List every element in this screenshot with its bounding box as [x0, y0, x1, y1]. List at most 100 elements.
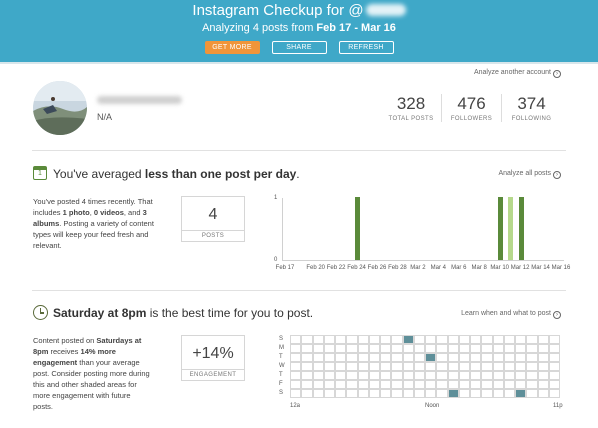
heatmap-cell	[312, 335, 324, 344]
frequency-headline: You've averaged less than one post per d…	[53, 167, 300, 181]
heatmap-cell	[290, 371, 302, 380]
heatmap-cell	[447, 353, 459, 362]
x-tick-label: Feb 22	[326, 265, 346, 271]
heatmap-cell	[290, 353, 302, 362]
chart-bar	[355, 197, 361, 260]
y-tick-1: 1	[274, 195, 278, 201]
heatmap-cell	[368, 344, 380, 353]
heatmap-cell	[526, 353, 538, 362]
posts-count-box: 4 POSTS	[181, 196, 245, 242]
analysis-subtitle: Analyzing 4 posts from Feb 17 - Mar 16	[202, 22, 396, 34]
heatmap-cell	[503, 344, 515, 353]
heatmap-cell	[290, 362, 302, 371]
chart-bar	[508, 197, 514, 260]
heatmap-cell	[515, 371, 527, 380]
heatmap-cell	[470, 380, 482, 389]
heatmap-cell	[301, 389, 313, 398]
y-tick-0: 0	[274, 257, 278, 263]
heatmap-cell	[312, 362, 324, 371]
heatmap-cell	[470, 335, 482, 344]
heatmap-cell	[548, 335, 560, 344]
heatmap-cell	[537, 389, 549, 398]
x-tick-label: Mar 2	[410, 265, 426, 271]
heatmap-cell	[413, 344, 425, 353]
heatmap-row	[290, 353, 560, 362]
heatmap-day-label: S	[279, 390, 284, 396]
stat-followers: 476 FOLLOWERS	[441, 94, 501, 122]
heatmap-cell	[380, 344, 392, 353]
heatmap-cell	[447, 371, 459, 380]
heatmap-cell	[402, 389, 414, 398]
heatmap-cell	[492, 335, 504, 344]
heatmap-cell	[436, 371, 448, 380]
x-tick-label: Mar 10	[490, 265, 509, 271]
heatmap-cell	[312, 380, 324, 389]
heatmap-cell	[548, 362, 560, 371]
heatmap-cell	[515, 335, 527, 344]
heatmap-cell	[503, 353, 515, 362]
x-tick-label: Mar 6	[451, 265, 467, 271]
heatmap-cell	[380, 335, 392, 344]
heatmap-cell	[323, 335, 335, 344]
heatmap-cell	[447, 389, 459, 398]
heatmap-cell	[312, 344, 324, 353]
heatmap-cell	[481, 344, 493, 353]
heatmap-cell	[526, 344, 538, 353]
heatmap-row	[290, 380, 560, 389]
heatmap-cell	[290, 380, 302, 389]
heatmap-cell	[368, 335, 380, 344]
heatmap-day-label: T	[279, 354, 283, 360]
heatmap-cell	[357, 335, 369, 344]
analyze-another-link[interactable]: Analyze another account ›	[474, 69, 561, 78]
best-time-heatmap	[290, 335, 560, 398]
heatmap-cell	[346, 335, 358, 344]
stat-label: TOTAL POSTS	[388, 116, 434, 122]
heatmap-cell	[413, 389, 425, 398]
get-more-button[interactable]: GET MORE	[204, 41, 260, 54]
profile-stats: 328 TOTAL POSTS 476 FOLLOWERS 374 FOLLOW…	[381, 94, 561, 122]
x-tick-label: Feb 26	[367, 265, 387, 271]
heatmap-cell	[380, 371, 392, 380]
avatar	[33, 81, 87, 135]
redacted-display-name	[97, 96, 182, 104]
heatmap-cell	[447, 380, 459, 389]
heatmap-cell	[548, 371, 560, 380]
heatmap-cell	[290, 344, 302, 353]
heatmap-day-label: F	[279, 381, 283, 387]
x-tick-label: Mar 4	[430, 265, 446, 271]
heatmap-cell	[492, 389, 504, 398]
heatmap-cell	[323, 362, 335, 371]
heatmap-cell	[323, 353, 335, 362]
engagement-value: +14%	[192, 345, 234, 362]
x-tick-label: Feb 17	[275, 265, 295, 271]
heatmap-cell	[458, 335, 470, 344]
header-banner: Instagram Checkup for @ Analyzing 4 post…	[0, 0, 598, 62]
heatmap-cell	[481, 371, 493, 380]
learn-when-to-post-link[interactable]: Learn when and what to post ›	[461, 310, 561, 319]
heatmap-cell	[526, 335, 538, 344]
heatmap-day-label: S	[279, 336, 284, 342]
heatmap-cell	[368, 353, 380, 362]
heatmap-cell	[548, 380, 560, 389]
analyze-all-posts-link[interactable]: Analyze all posts ›	[498, 170, 561, 179]
heatmap-cell	[346, 344, 358, 353]
heatmap-cell	[346, 389, 358, 398]
frequency-description: You've posted 4 times recently. That inc…	[33, 197, 154, 250]
heatmap-cell	[447, 335, 459, 344]
heatmap-cell	[503, 389, 515, 398]
heatmap-cell	[323, 371, 335, 380]
heatmap-cell	[436, 344, 448, 353]
heatmap-cell	[402, 335, 414, 344]
heatmap-cell	[368, 389, 380, 398]
heatmap-cell	[335, 353, 347, 362]
heatmap-cell	[335, 380, 347, 389]
heatmap-cell	[436, 380, 448, 389]
share-button[interactable]: SHARE	[271, 41, 327, 54]
heatmap-cell	[425, 344, 437, 353]
refresh-button[interactable]: REFRESH	[338, 41, 394, 54]
heatmap-cell	[492, 362, 504, 371]
heatmap-cell	[323, 344, 335, 353]
heatmap-x-label: Noon	[425, 403, 440, 409]
heatmap-cell	[368, 362, 380, 371]
arrow-circle-icon: ›	[553, 311, 561, 319]
